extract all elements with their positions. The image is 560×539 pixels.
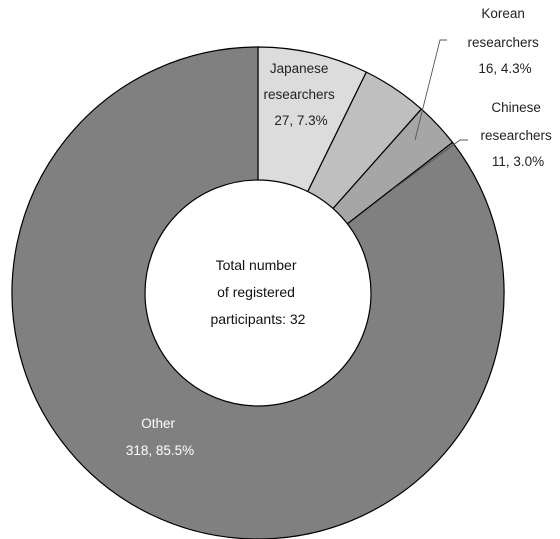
slice-label-chinese-line-1: Chinese [491, 100, 541, 115]
center-text-line-1: Total number [216, 257, 297, 273]
slice-label-japanese: Japanese researchers 27, 7.3% [263, 61, 338, 128]
center-text-line-2: of registered [217, 284, 295, 300]
slice-label-other-line-1: Other [141, 416, 175, 431]
slice-label-japanese-line-2: researchers [263, 87, 335, 102]
slice-label-chinese-line-2: researchers [480, 128, 552, 143]
slice-label-other-line-2: 318, 85.5% [126, 443, 194, 458]
slice-label-korean-line-3: 16, 4.3% [478, 61, 531, 76]
slice-label-chinese: Chinese researchers 11, 3.0% [480, 100, 555, 169]
korean-leader-line [414, 39, 447, 141]
slice-label-other: Other 318, 85.5% [126, 416, 194, 458]
chinese-leader-line [391, 139, 468, 191]
donut-hole [144, 179, 372, 407]
slice-label-korean-line-2: researchers [467, 35, 539, 50]
slice-label-chinese-line-3: 11, 3.0% [492, 154, 544, 169]
center-text-line-3: participants: 32 [211, 311, 306, 327]
slice-label-japanese-line-1: Japanese [270, 61, 329, 76]
center-text: Total number of registered participants:… [211, 257, 306, 327]
slice-label-korean: Korean researchers 16, 4.3% [467, 6, 542, 76]
slice-label-japanese-line-3: 27, 7.3% [274, 113, 327, 128]
slice-label-korean-line-1: Korean [481, 6, 525, 21]
